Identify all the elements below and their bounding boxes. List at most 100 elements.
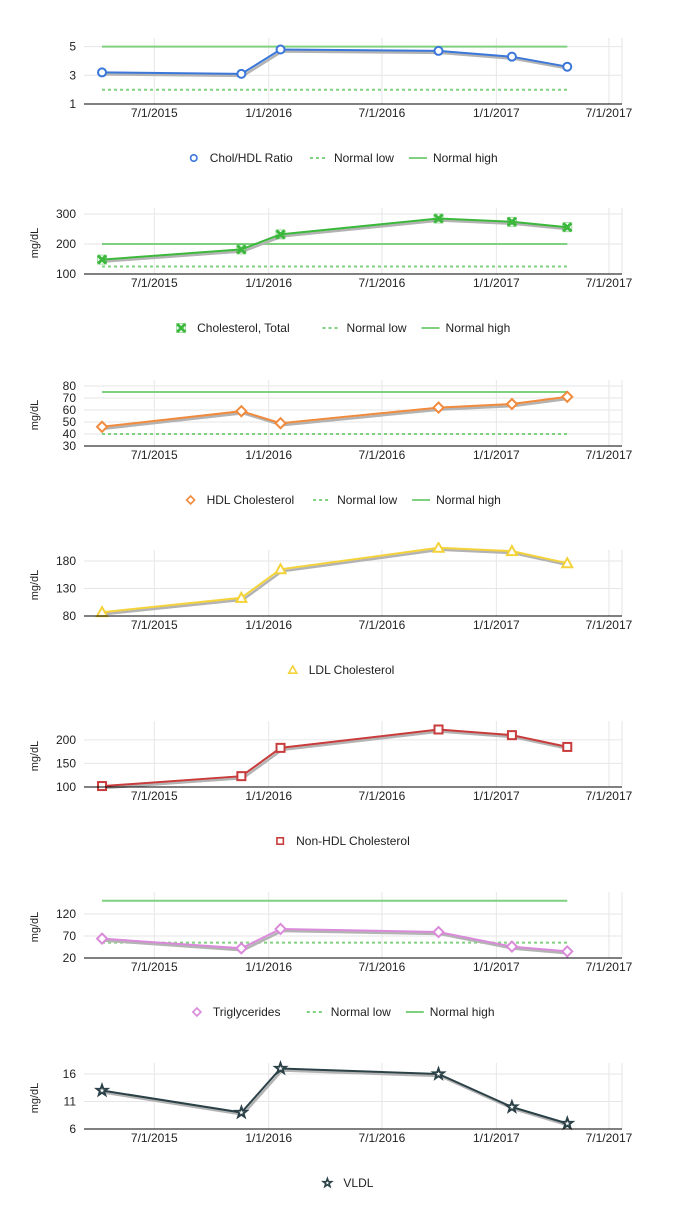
data-point[interactable] bbox=[503, 1098, 520, 1114]
data-point[interactable] bbox=[272, 1059, 289, 1076]
series-line bbox=[101, 927, 568, 953]
legend-item[interactable]: Normal high bbox=[421, 321, 511, 335]
x-tick-label: 1/1/2016 bbox=[245, 789, 292, 803]
y-tick-label: 40 bbox=[63, 427, 77, 441]
y-axis-label: mg/dL bbox=[29, 570, 41, 601]
legend-item[interactable]: LDL Cholesterol bbox=[287, 663, 395, 677]
data-point[interactable] bbox=[234, 404, 248, 418]
x-tick-label: 1/1/2017 bbox=[473, 276, 520, 290]
legend-item[interactable]: Normal low bbox=[313, 493, 397, 507]
legend: HDL Cholesterol Normal low Normal high bbox=[185, 493, 501, 507]
y-tick-label: 150 bbox=[56, 756, 76, 770]
x-tick-label: 1/1/2017 bbox=[473, 618, 520, 632]
data-point[interactable] bbox=[560, 944, 574, 958]
data-point[interactable] bbox=[97, 67, 108, 78]
data-point[interactable] bbox=[234, 941, 248, 955]
data-point[interactable] bbox=[97, 781, 108, 792]
data-point[interactable] bbox=[274, 416, 287, 430]
legend-swatch bbox=[189, 153, 198, 163]
legend-label: Normal low bbox=[337, 493, 397, 507]
data-point[interactable] bbox=[562, 61, 573, 72]
x-tick-label: 7/1/2017 bbox=[586, 789, 633, 803]
x-tick-label: 7/1/2015 bbox=[131, 618, 178, 632]
legend-item[interactable]: Normal low bbox=[309, 151, 394, 165]
data-point[interactable] bbox=[505, 544, 519, 557]
data-point[interactable] bbox=[95, 420, 109, 434]
legend-item[interactable]: Normal high bbox=[408, 151, 498, 165]
data-point[interactable] bbox=[560, 390, 574, 404]
data-point[interactable] bbox=[275, 742, 286, 753]
data-point[interactable] bbox=[431, 542, 446, 553]
data-point[interactable] bbox=[505, 940, 519, 953]
x-tick-label: 1/1/2016 bbox=[245, 106, 292, 120]
chart-7: 6 11 16 mg/dL 7/1/2015 1/1/2016 7/1/2016 1/1/20… bbox=[0, 1055, 700, 1225]
data-point[interactable] bbox=[506, 730, 517, 741]
data-point[interactable] bbox=[506, 51, 517, 62]
data-point[interactable] bbox=[93, 1081, 111, 1098]
y-tick-label: 6 bbox=[69, 1122, 76, 1136]
data-point[interactable] bbox=[432, 401, 445, 415]
x-tick-label: 7/1/2016 bbox=[359, 789, 406, 803]
data-point[interactable] bbox=[506, 216, 517, 227]
data-point[interactable] bbox=[505, 397, 519, 411]
y-tick-label: 16 bbox=[63, 1067, 77, 1081]
legend-label: VLDL bbox=[343, 1176, 373, 1190]
legend-item[interactable]: Cholesterol, Total bbox=[176, 321, 290, 335]
y-tick-label: 120 bbox=[56, 907, 76, 921]
data-point[interactable] bbox=[560, 556, 574, 569]
legend-item[interactable]: Non-HDL Cholesterol bbox=[276, 834, 410, 848]
y-tick-label: 50 bbox=[63, 415, 77, 429]
data-point[interactable] bbox=[233, 1103, 250, 1120]
data-point[interactable] bbox=[274, 922, 287, 936]
x-tick-label: 7/1/2015 bbox=[131, 960, 178, 974]
data-point[interactable] bbox=[433, 45, 444, 56]
chart-5: 100 150 200 mg/dL 7/1/2015 1/1/2016 7/1/2016 1/… bbox=[0, 713, 700, 883]
data-point[interactable] bbox=[236, 68, 247, 79]
legend-item[interactable]: Chol/HDL Ratio bbox=[189, 151, 293, 165]
data-point[interactable] bbox=[96, 254, 108, 265]
x-tick-label: 1/1/2017 bbox=[473, 960, 520, 974]
data-point[interactable] bbox=[559, 1114, 576, 1131]
x-tick-label: 1/1/2017 bbox=[473, 106, 520, 120]
x-tick-label: 1/1/2016 bbox=[245, 276, 292, 290]
y-tick-label: 5 bbox=[69, 40, 76, 54]
legend-item[interactable]: Triglycerides bbox=[191, 1005, 281, 1019]
series-shadow bbox=[103, 548, 570, 616]
data-point[interactable] bbox=[275, 229, 286, 240]
data-point[interactable] bbox=[234, 590, 249, 603]
data-point[interactable] bbox=[236, 771, 247, 782]
data-point[interactable] bbox=[430, 1065, 447, 1081]
y-axis-label: mg/dL bbox=[29, 228, 41, 259]
legend-item[interactable]: Normal low bbox=[306, 1005, 391, 1019]
legend-item[interactable]: VLDL bbox=[320, 1176, 374, 1190]
data-point[interactable] bbox=[273, 562, 288, 575]
x-tick-label: 7/1/2016 bbox=[359, 276, 406, 290]
y-tick-label: 200 bbox=[56, 237, 76, 251]
legend-item[interactable]: Normal high bbox=[412, 493, 501, 507]
x-tick-label: 1/1/2017 bbox=[473, 1131, 520, 1145]
legend-swatch bbox=[276, 836, 285, 846]
chart-svg: 6 11 16 mg/dL 7/1/2015 1/1/2016 7/1/2016 1/1/20… bbox=[29, 1059, 633, 1190]
y-tick-label: 200 bbox=[56, 733, 76, 747]
legend-item[interactable]: HDL Cholesterol bbox=[185, 493, 295, 507]
data-point[interactable] bbox=[236, 244, 247, 255]
x-tick-label: 7/1/2017 bbox=[586, 276, 633, 290]
legend-swatch bbox=[185, 494, 196, 506]
legend-item[interactable]: Normal low bbox=[322, 321, 407, 335]
data-point[interactable] bbox=[433, 213, 444, 224]
chart-1: 1 3 5 7/1/2015 1/1/2016 7/1/2016 1/1/2017 7/1/2… bbox=[0, 30, 700, 200]
legend-item[interactable]: Normal high bbox=[405, 1005, 495, 1019]
legend-swatch bbox=[191, 1006, 203, 1018]
y-tick-label: 11 bbox=[64, 1095, 77, 1109]
y-tick-label: 20 bbox=[63, 951, 77, 965]
data-point[interactable] bbox=[433, 724, 444, 735]
data-point[interactable] bbox=[95, 932, 109, 946]
data-point[interactable] bbox=[432, 925, 445, 939]
data-point[interactable] bbox=[95, 605, 109, 618]
data-point[interactable] bbox=[275, 44, 286, 55]
legend-label: HDL Cholesterol bbox=[207, 493, 295, 507]
data-point[interactable] bbox=[562, 222, 573, 233]
data-point[interactable] bbox=[562, 741, 573, 752]
legend-swatch bbox=[176, 322, 187, 334]
